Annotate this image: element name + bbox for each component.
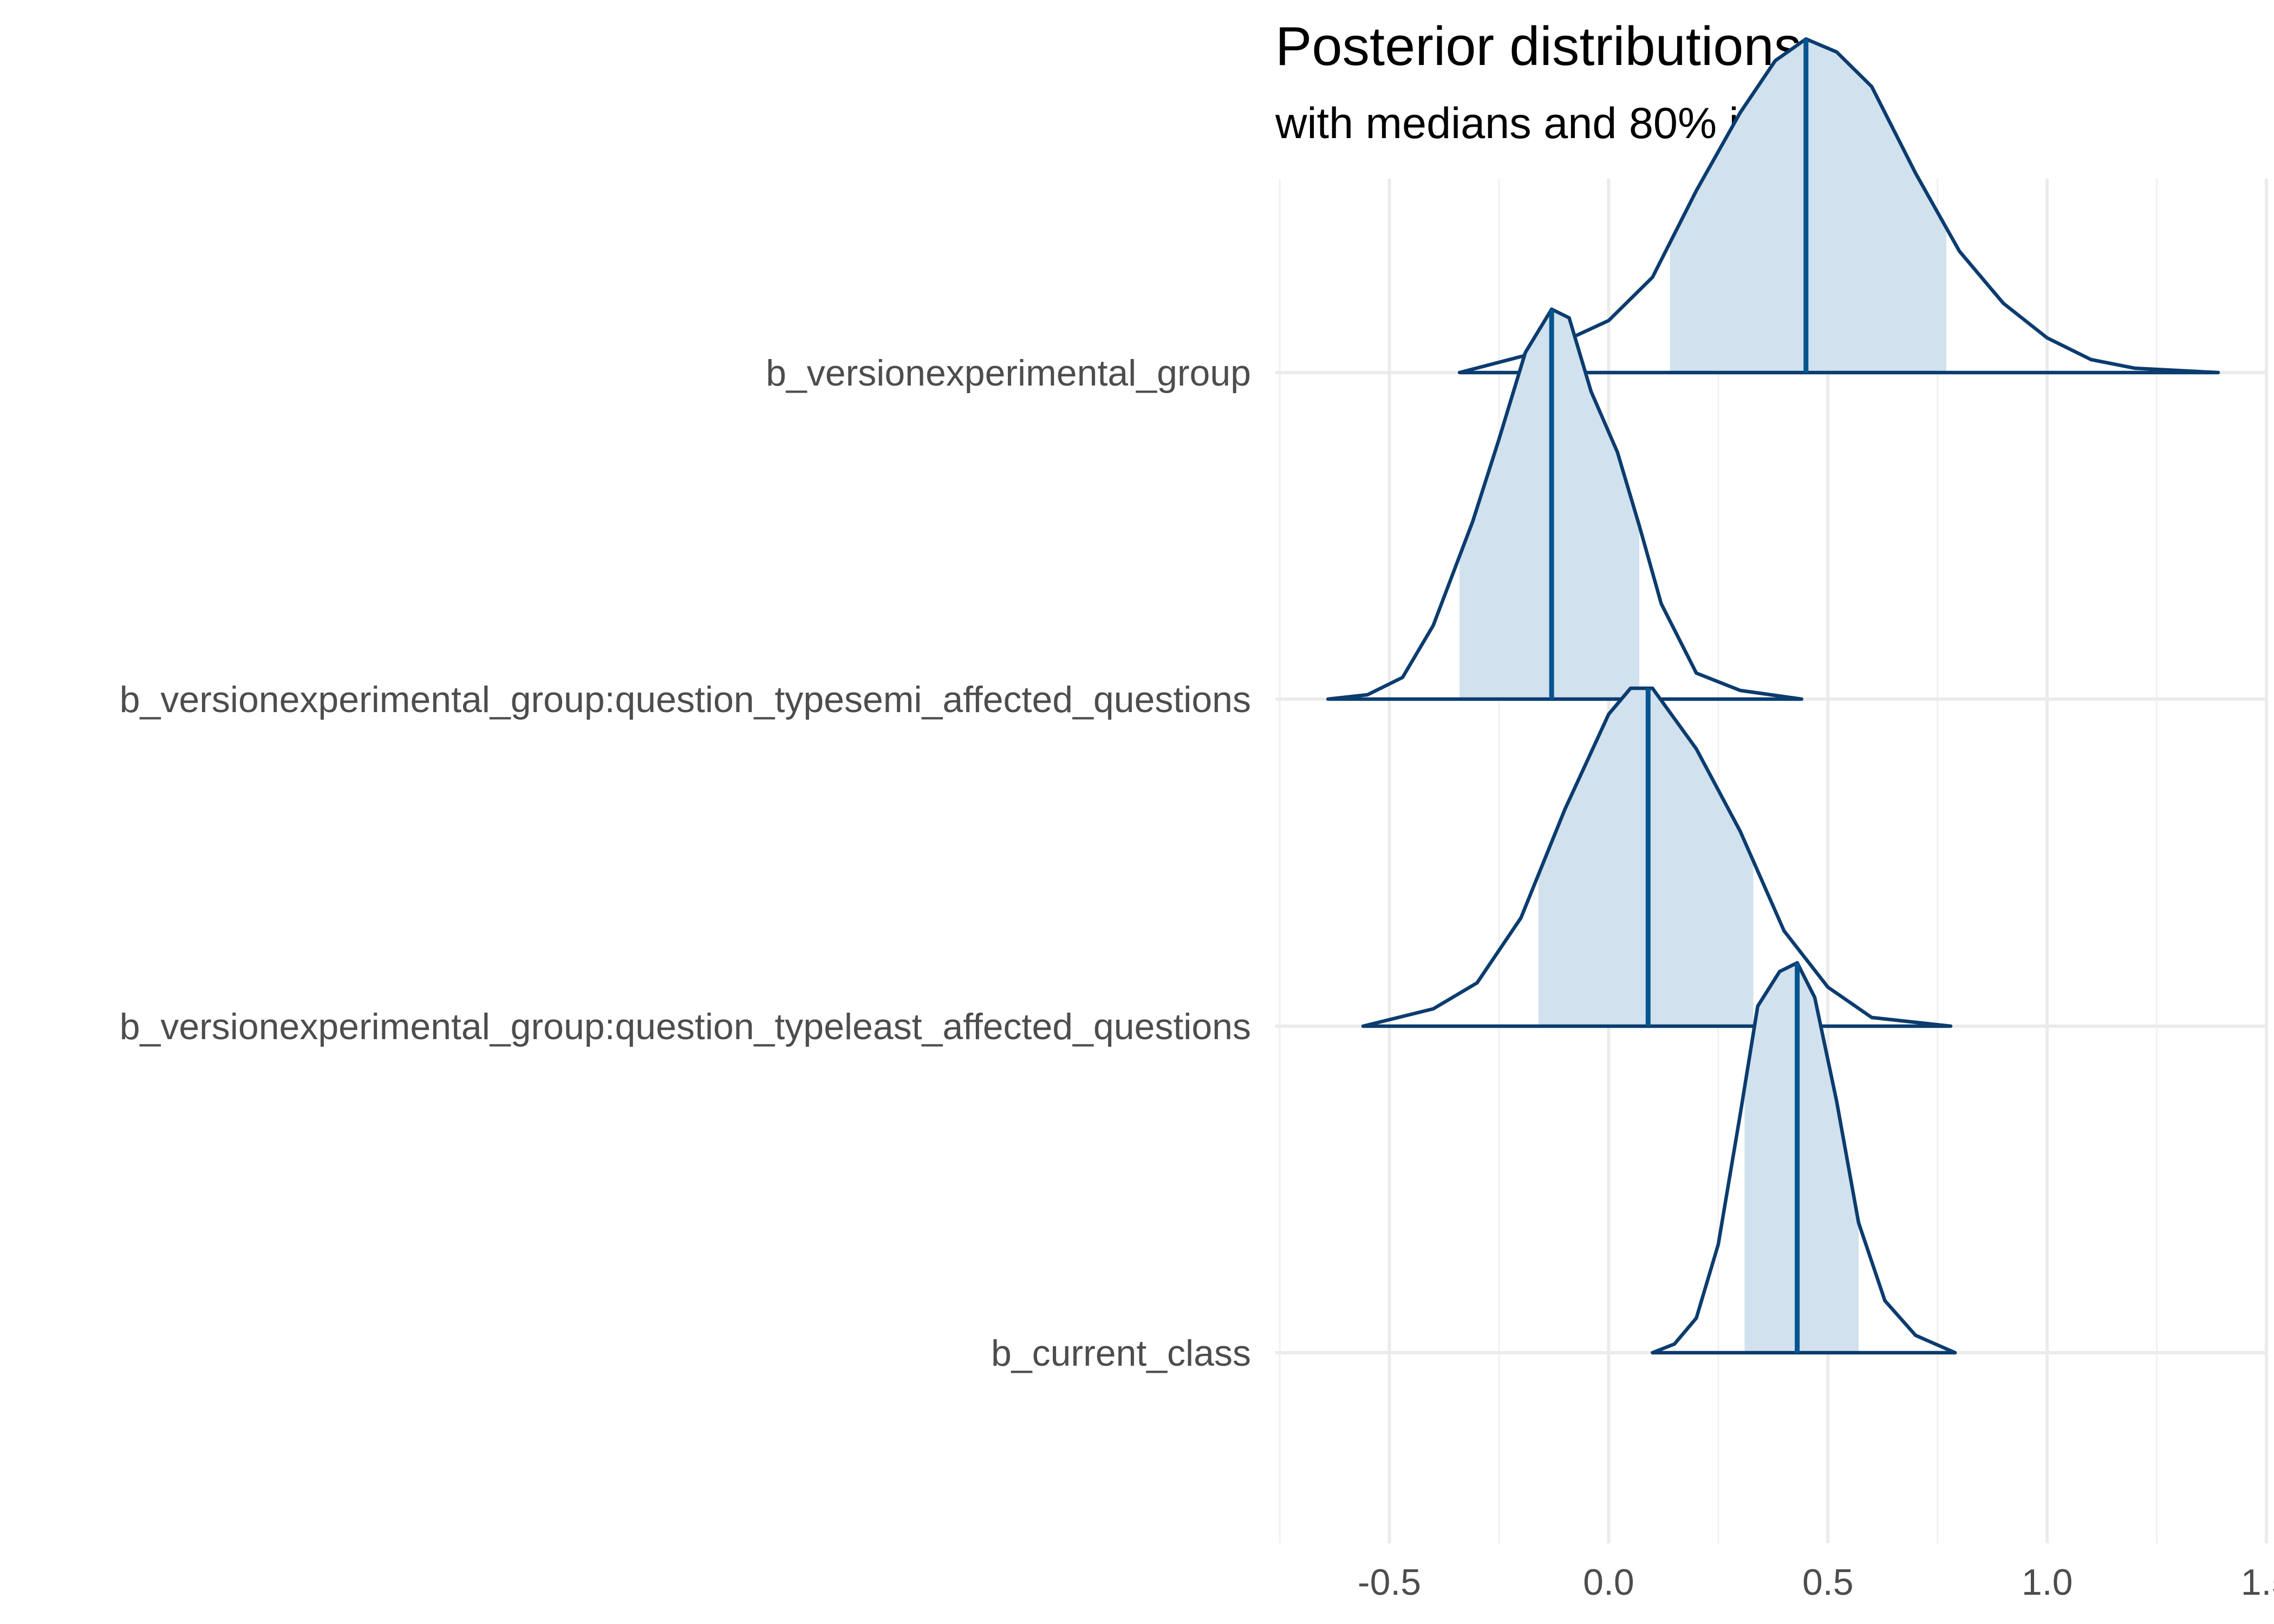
density-series — [1326, 37, 2220, 1355]
series-label: b_versionexperimental_group:question_typ… — [120, 1006, 1251, 1047]
y-axis-labels: b_versionexperimental_group b_versionexpe… — [120, 353, 1251, 1374]
interval-80-fill — [1744, 963, 1859, 1353]
density-ridge — [1457, 37, 2220, 375]
x-tick-label: 0.0 — [1583, 1562, 1634, 1603]
x-axis-tick-labels: -0.5 0.0 0.5 1.0 1.5 — [1358, 1562, 2274, 1603]
density-ridge — [1326, 307, 1803, 701]
series-label: b_versionexperimental_group:question_typ… — [120, 679, 1251, 720]
x-tick-label: 1.5 — [2241, 1562, 2274, 1603]
x-tick-label: 1.0 — [2022, 1562, 2073, 1603]
density-ridge — [1651, 961, 1957, 1355]
series-label: b_versionexperimental_group — [766, 353, 1251, 394]
x-tick-label: -0.5 — [1358, 1562, 1421, 1603]
density-outline — [1326, 307, 1803, 701]
chart-title: Posterior distributions — [1275, 16, 1801, 77]
density-ridge — [1361, 686, 1953, 1028]
density-outline — [1457, 37, 2220, 375]
x-tick-label: 0.5 — [1802, 1562, 1854, 1603]
series-label: b_current_class — [991, 1333, 1251, 1374]
density-outline — [1361, 686, 1953, 1028]
